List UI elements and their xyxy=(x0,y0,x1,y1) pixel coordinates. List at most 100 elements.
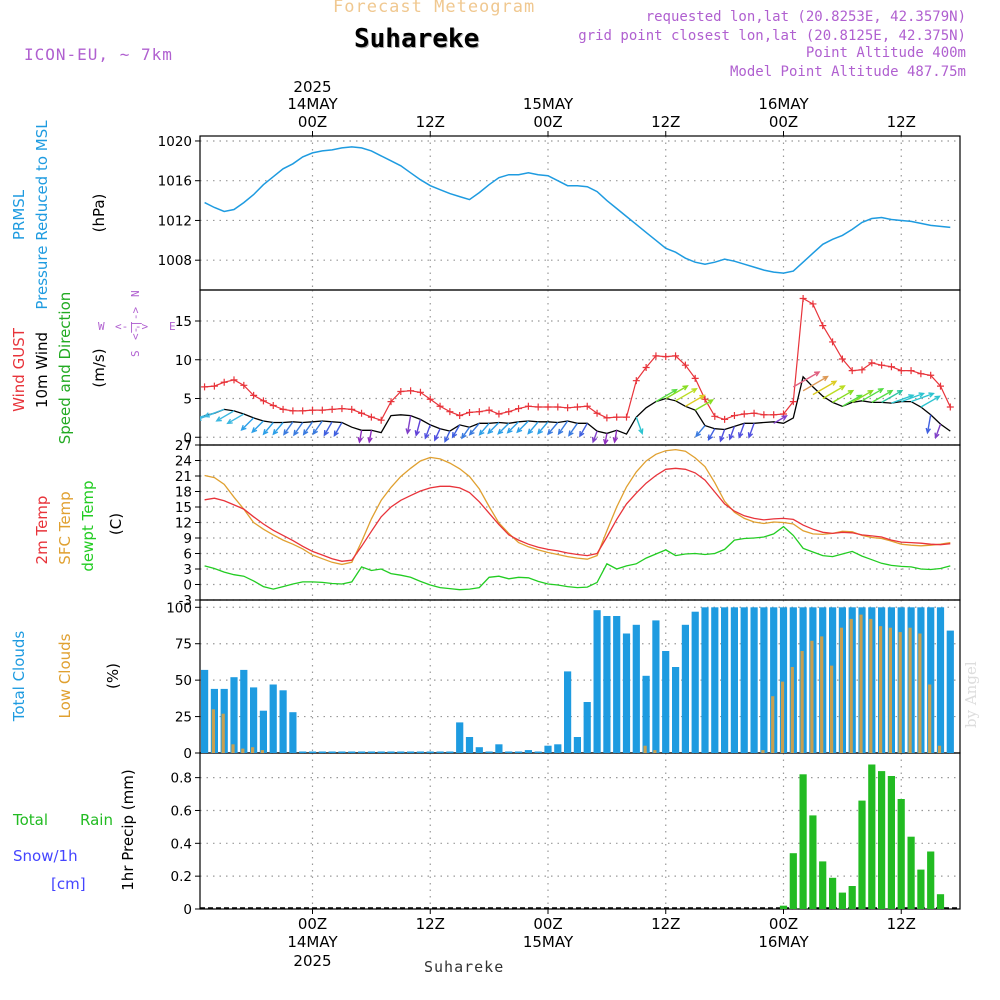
wind-arrow xyxy=(215,410,235,422)
wind-arrow xyxy=(591,430,598,444)
gust-marker xyxy=(652,352,660,360)
gust-marker xyxy=(711,412,719,420)
wind-arrow xyxy=(333,422,343,438)
total-cloud-bar xyxy=(564,671,572,753)
gust-marker xyxy=(770,411,778,419)
rain-bars xyxy=(200,764,960,909)
rain-bar xyxy=(819,861,827,909)
low-cloud-bar xyxy=(849,618,853,753)
total-cloud-bar xyxy=(927,607,935,753)
wind-arrow xyxy=(851,389,874,404)
wind-arrow xyxy=(272,422,284,436)
gust-marker xyxy=(367,413,375,421)
wind-arrow xyxy=(707,428,716,441)
temp-label-sfc: SFC Temp xyxy=(56,491,74,564)
rain-bar xyxy=(897,799,905,909)
location-title: Suhareke xyxy=(354,24,480,54)
gust-marker xyxy=(377,416,385,424)
total-cloud-bar xyxy=(603,616,611,753)
gust-marker xyxy=(573,403,581,411)
top-year-label: 2025 xyxy=(293,78,331,96)
low-cloud-bar xyxy=(918,633,922,753)
pressure-label-prmsl: PRMSL xyxy=(10,189,28,240)
y-tick-label: 100 xyxy=(166,600,192,616)
wind-arrow xyxy=(451,424,461,439)
total-cloud-bar xyxy=(662,651,670,753)
low-cloud-bar xyxy=(820,636,824,753)
wind-arrow xyxy=(487,422,500,435)
total-cloud-bar xyxy=(485,751,493,753)
rain-bar xyxy=(907,836,915,909)
wind-arrow xyxy=(665,385,689,400)
total-cloud-bar xyxy=(672,667,680,753)
rain-bar xyxy=(789,853,797,909)
gust-marker xyxy=(446,408,454,416)
gust-marker xyxy=(309,406,316,414)
wind-arrow xyxy=(262,422,274,436)
app-title: Forecast Meteogram xyxy=(333,0,536,17)
y-tick-label: 24 xyxy=(175,454,192,470)
gust-marker xyxy=(838,355,846,363)
gust-marker xyxy=(799,295,807,303)
total-cloud-bar xyxy=(760,607,768,753)
total-cloud-bar xyxy=(681,624,689,753)
gust-marker xyxy=(897,367,905,375)
total-cloud-bar xyxy=(632,624,640,753)
total-cloud-bar xyxy=(308,751,317,753)
gust-marker xyxy=(868,359,876,367)
wind-arrow xyxy=(497,422,510,435)
y-tick-label: 1016 xyxy=(158,174,192,190)
total-cloud-bar xyxy=(387,751,395,753)
gust-marker xyxy=(544,403,552,411)
gust-marker xyxy=(279,405,287,413)
wind-arrow xyxy=(695,425,706,438)
wind-arrow xyxy=(881,389,904,404)
top-time-label: 12Z xyxy=(887,113,916,131)
y-tick-label: 12 xyxy=(175,516,192,532)
wind-arrow xyxy=(516,420,529,434)
wind-arrow xyxy=(934,423,942,440)
gust-markers xyxy=(201,295,954,424)
wind-arrow xyxy=(568,422,578,437)
gust-marker xyxy=(564,404,572,412)
gust-marker xyxy=(642,364,650,371)
wind-arrow xyxy=(478,422,490,436)
total-cloud-bar xyxy=(348,751,356,753)
temp-2m-line xyxy=(204,467,951,562)
y-tick-label: 25 xyxy=(175,710,192,726)
gust-marker xyxy=(299,407,307,415)
rain-bar xyxy=(878,771,886,909)
gust-marker xyxy=(524,402,532,410)
temp-unit: (C) xyxy=(107,513,125,535)
wind-unit: (m/s) xyxy=(90,348,108,387)
precip-label-snow: Snow/1h xyxy=(13,847,78,865)
gust-marker xyxy=(485,406,493,414)
y-tick-label: 21 xyxy=(175,469,192,485)
y-tick-label: 0 xyxy=(183,430,192,446)
rain-bar xyxy=(858,800,866,909)
wind-arrow xyxy=(240,417,255,432)
wind-arrow xyxy=(910,392,935,403)
wind-arrow xyxy=(461,426,471,440)
clouds-unit: (%) xyxy=(104,663,122,689)
pressure-line xyxy=(204,146,951,274)
y-tick-label: 1008 xyxy=(158,253,192,269)
wind-arrow xyxy=(925,414,932,435)
total-cloud-bar xyxy=(544,745,552,753)
compass-west: W xyxy=(98,320,105,333)
precip-label-total: Total xyxy=(12,811,48,829)
bottom-time-label: 00Z xyxy=(769,915,798,933)
low-cloud-bar xyxy=(251,747,255,753)
rain-bar xyxy=(848,886,856,909)
total-cloud-bar xyxy=(377,751,385,753)
compass-ns-arrows: <-|-> xyxy=(129,307,142,340)
wind-arrow xyxy=(323,421,333,437)
gust-marker xyxy=(672,352,680,360)
total-cloud-bar xyxy=(534,751,542,753)
gust-marker xyxy=(887,363,895,371)
gust-marker xyxy=(397,388,405,396)
point-altitude: Point Altitude 400m xyxy=(805,45,966,61)
wind-arrow xyxy=(694,399,715,411)
compass-ew-arrows: <-|-> xyxy=(115,320,148,333)
temperature-frame xyxy=(199,444,961,601)
